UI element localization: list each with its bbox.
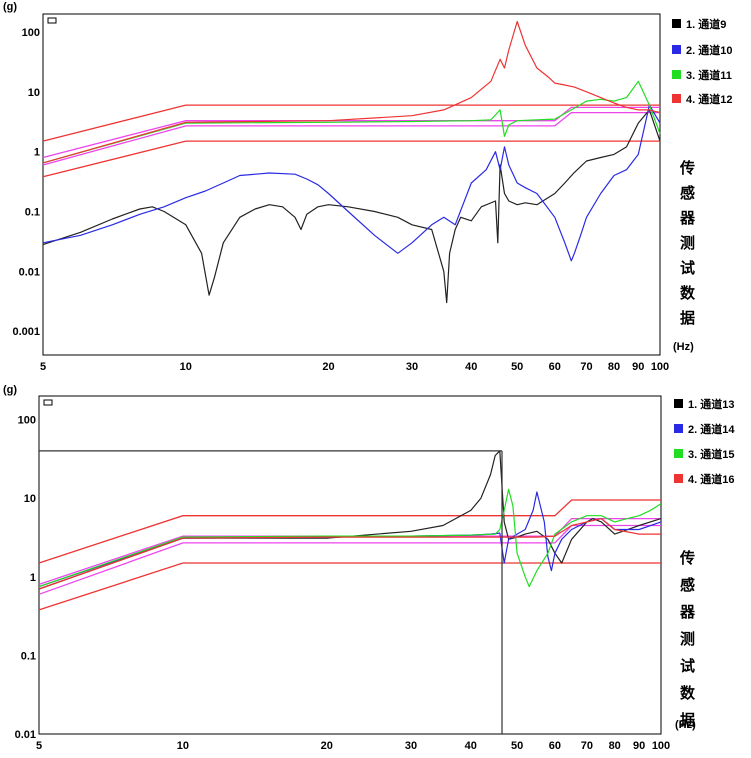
x-tick-label: 50 (511, 740, 523, 752)
side-char: 测 (680, 234, 695, 252)
side-char: 据 (680, 309, 695, 327)
reference-line-upper-abort (42, 104, 660, 142)
legend-swatch-ch16 (674, 474, 683, 483)
y-tick-label: 0.01 (19, 266, 40, 278)
series-line-4 (38, 517, 661, 590)
reference-line-upper-alarm (42, 106, 660, 159)
chart-1-side-label: 传 感 器 测 试 数 据 (679, 159, 696, 327)
y-tick-label: 100 (18, 415, 36, 427)
series-line-2 (42, 104, 661, 262)
legend-swatch-ch13 (674, 399, 683, 408)
x-tick-label: 80 (609, 740, 621, 752)
reference-line-lower-abort (38, 562, 661, 611)
x-tick-label: 100 (652, 740, 670, 752)
side-char: 测 (680, 630, 695, 648)
legend-swatch-ch11 (672, 70, 681, 79)
x-tick-label: 5 (36, 740, 42, 752)
chart-1-y-unit: (g) (3, 1, 17, 13)
reference-line-lower-alarm (38, 524, 661, 595)
legend-label-ch11: 3. 通道11 (686, 68, 732, 82)
legend-label-ch12: 4. 通道12 (686, 92, 732, 106)
x-tick-label: 10 (180, 361, 192, 373)
chart-2-y-unit: (g) (3, 384, 17, 396)
x-tick-label: 40 (465, 361, 477, 373)
side-char: 数 (680, 684, 696, 702)
side-char: 试 (680, 259, 695, 277)
side-char: 感 (680, 184, 695, 202)
chart-2-zoom-icon[interactable] (43, 399, 53, 406)
legend-label-ch9: 1. 通道9 (686, 17, 726, 31)
chart-2-legend: 1. 通道13 2. 通道14 3. 通道15 4. 通道16 (674, 397, 735, 486)
legend-label-ch16: 4. 通道16 (688, 472, 734, 486)
reference-line-upper-abort (38, 499, 661, 564)
series-line-4 (42, 20, 661, 164)
x-tick-label: 60 (549, 361, 561, 373)
chart-2-side-label: 传 感 器 测 试 数 据 (679, 549, 696, 729)
x-tick-label: 20 (321, 740, 333, 752)
x-tick-label: 60 (549, 740, 561, 752)
reference-line-lower-abort (42, 140, 660, 178)
legend-swatch-ch9 (672, 19, 681, 28)
y-tick-label: 0.1 (25, 207, 40, 219)
x-tick-label: 10 (177, 740, 189, 752)
side-char: 数 (680, 284, 696, 302)
side-char: 传 (679, 159, 695, 177)
chart-2-plot-area[interactable] (38, 395, 662, 735)
y-tick-label: 1 (34, 147, 40, 159)
series-line-1 (42, 109, 661, 304)
side-char: 试 (680, 657, 695, 675)
y-tick-label: 0.1 (21, 650, 36, 662)
y-tick-label: 0.001 (12, 326, 40, 338)
x-tick-label: 30 (405, 740, 417, 752)
legend-label-ch15: 3. 通道15 (688, 447, 734, 461)
chart-1-zoom-icon[interactable] (47, 17, 57, 24)
y-tick-label: 1 (30, 572, 36, 584)
x-tick-label: 70 (581, 740, 593, 752)
side-char: 器 (679, 210, 696, 227)
chart-2-x-unit: (Hz) (675, 719, 696, 731)
y-tick-label: 0.01 (15, 729, 36, 741)
y-tick-label: 10 (28, 87, 40, 99)
reference-line-lower-alarm (42, 111, 660, 166)
x-tick-label: 80 (608, 361, 620, 373)
side-char: 据 (680, 711, 695, 729)
x-tick-label: 40 (465, 740, 477, 752)
x-tick-label: 50 (511, 361, 523, 373)
legend-swatch-ch14 (674, 424, 683, 433)
legend-swatch-ch10 (672, 45, 681, 54)
x-tick-label: 100 (651, 361, 669, 373)
legend-label-ch14: 2. 通道14 (688, 422, 735, 436)
x-tick-label: 70 (580, 361, 592, 373)
y-tick-label: 10 (24, 493, 36, 505)
side-char: 传 (679, 549, 695, 567)
x-tick-label: 20 (322, 361, 334, 373)
x-tick-label: 30 (406, 361, 418, 373)
legend-label-ch10: 2. 通道10 (686, 43, 732, 57)
x-tick-label: 90 (633, 740, 645, 752)
side-char: 感 (680, 576, 695, 594)
chart-1-plot-area[interactable] (42, 13, 661, 356)
side-char: 器 (679, 604, 696, 621)
series-line-3 (42, 80, 661, 164)
x-tick-label: 5 (40, 361, 46, 373)
chart-1: (g) (Hz) 5 10 20 30 40 50 60 70 80 90 100 100 10 1 0.… (3, 1, 732, 373)
legend-label-ch13: 1. 通道13 (688, 397, 734, 411)
legend-swatch-ch12 (672, 94, 681, 103)
x-tick-label: 90 (632, 361, 644, 373)
chart-1-x-unit: (Hz) (673, 341, 694, 353)
chart-1-legend: 1. 通道9 2. 通道10 3. 通道11 4. 通道12 (672, 17, 732, 106)
y-tick-label: 100 (22, 27, 40, 39)
chart-2: (g) (Hz) 5 10 20 30 40 50 60 70 80 90 100 100 10 1 0.… (3, 384, 735, 752)
series-line-3 (38, 488, 662, 588)
legend-swatch-ch15 (674, 449, 683, 458)
